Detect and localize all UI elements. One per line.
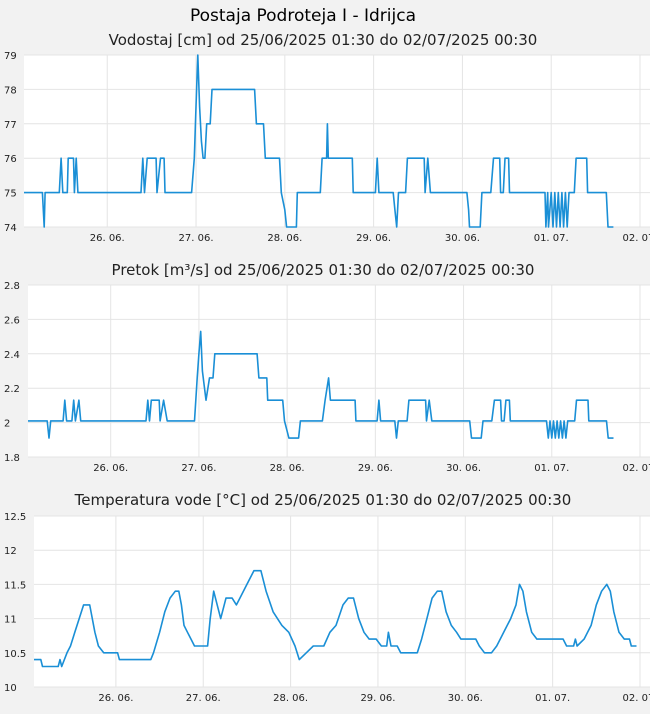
plot-area <box>34 516 650 687</box>
y-tick-label: 74 <box>4 223 17 234</box>
x-tick-label: 02. 07. <box>623 233 650 244</box>
y-tick-label: 11.5 <box>4 580 26 591</box>
x-tick-label: 30. 06. <box>445 233 480 244</box>
x-tick-label: 30. 06. <box>448 693 483 704</box>
x-tick-label: 27. 06. <box>186 693 221 704</box>
chart-title: Temperatura vode [°C] od 25/06/2025 01:3… <box>74 491 572 509</box>
x-tick-label: 27. 06. <box>179 233 214 244</box>
y-tick-label: 1.8 <box>4 453 20 464</box>
plot-area <box>24 55 650 227</box>
x-tick-label: 01. 07. <box>534 463 569 474</box>
y-tick-label: 79 <box>4 51 17 62</box>
y-tick-label: 2.8 <box>4 281 20 292</box>
y-tick-label: 10 <box>4 683 17 694</box>
chart-title: Pretok [m³/s] od 25/06/2025 01:30 do 02/… <box>112 261 535 279</box>
x-tick-label: 27. 06. <box>181 463 216 474</box>
y-tick-label: 2 <box>4 419 10 430</box>
y-tick-label: 76 <box>4 154 17 165</box>
x-tick-label: 28. 06. <box>270 463 305 474</box>
x-tick-label: 28. 06. <box>273 693 308 704</box>
y-tick-label: 77 <box>4 120 17 131</box>
y-tick-label: 2.4 <box>4 350 20 361</box>
y-tick-label: 12.5 <box>4 512 26 523</box>
y-tick-label: 2.6 <box>4 315 20 326</box>
chart-title: Vodostaj [cm] od 25/06/2025 01:30 do 02/… <box>109 31 538 49</box>
y-tick-label: 78 <box>4 85 17 96</box>
x-tick-label: 26. 06. <box>90 233 125 244</box>
x-tick-label: 29. 06. <box>356 233 391 244</box>
page-title: Postaja Podroteja I - Idrijca <box>190 6 416 26</box>
y-tick-label: 10.5 <box>4 649 26 660</box>
x-tick-label: 29. 06. <box>358 463 393 474</box>
y-tick-label: 11 <box>4 615 17 626</box>
x-tick-label: 01. 07. <box>534 233 569 244</box>
x-tick-label: 30. 06. <box>446 463 481 474</box>
x-tick-label: 29. 06. <box>360 693 395 704</box>
x-tick-label: 02. 07. <box>623 463 650 474</box>
x-tick-label: 26. 06. <box>98 693 133 704</box>
x-tick-label: 01. 07. <box>535 693 570 704</box>
x-tick-label: 02. 07. <box>623 693 650 704</box>
y-tick-label: 75 <box>4 189 17 200</box>
x-tick-label: 26. 06. <box>93 463 128 474</box>
y-tick-label: 12 <box>4 546 17 557</box>
x-tick-label: 28. 06. <box>267 233 302 244</box>
y-tick-label: 2.2 <box>4 384 20 395</box>
